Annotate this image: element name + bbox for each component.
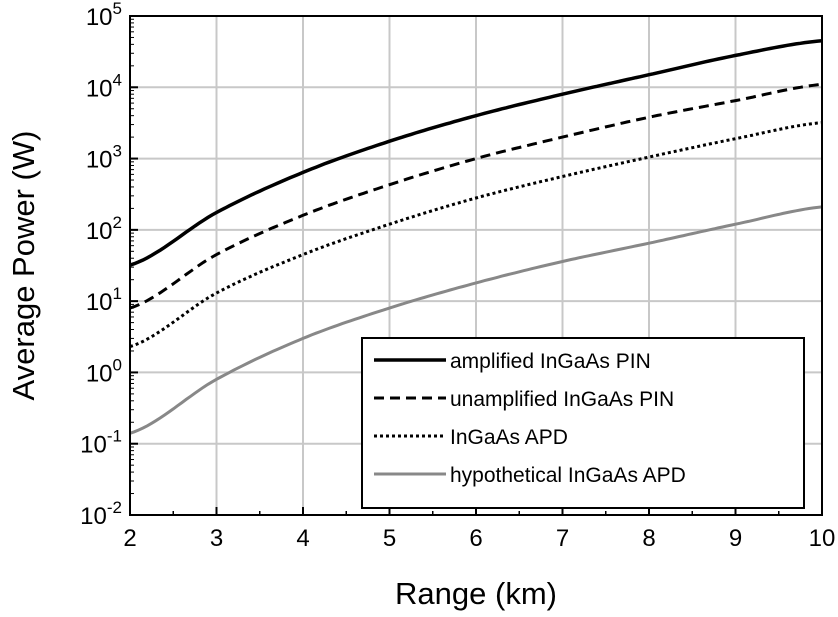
y-tick-label: 10-1 — [80, 427, 122, 459]
legend-entry-label: amplified InGaAs PIN — [450, 350, 651, 373]
y-tick-label: 10-2 — [80, 498, 122, 530]
y-tick-base: 10 — [86, 75, 113, 102]
y-tick-base: 10 — [80, 432, 107, 459]
y-tick-exponent: -2 — [107, 498, 122, 517]
x-tick-label: 6 — [469, 525, 482, 552]
y-tick-exponent: 2 — [113, 213, 122, 232]
x-tick-labels: 2 3 4 5 6 7 8 9 10 — [123, 525, 835, 552]
x-tick-label: 5 — [383, 525, 396, 552]
y-tick-label: 105 — [86, 0, 122, 31]
y-tick-label: 100 — [86, 355, 122, 387]
y-tick-base: 10 — [86, 360, 113, 387]
legend-box — [361, 337, 805, 509]
y-tick-label: 103 — [86, 142, 122, 174]
x-tick-label: 9 — [729, 525, 742, 552]
x-axis-title: Range (km) — [395, 576, 557, 611]
legend: amplified InGaAs PIN unamplified InGaAs P… — [361, 337, 805, 509]
legend-entry-label: unamplified InGaAs PIN — [450, 388, 674, 411]
y-tick-exponent: 5 — [113, 0, 122, 18]
x-tick-label: 3 — [210, 525, 223, 552]
y-tick-exponent: 4 — [113, 70, 122, 89]
x-tick-label: 2 — [123, 525, 136, 552]
x-tick-label: 10 — [809, 525, 836, 552]
series-line — [129, 205, 823, 435]
y-tick-label: 104 — [86, 70, 122, 102]
y-tick-base: 10 — [86, 218, 113, 245]
x-tick-label: 4 — [296, 525, 309, 552]
series-lines — [129, 38, 823, 435]
y-tick-label: 102 — [86, 213, 122, 245]
y-tick-exponent: 0 — [113, 355, 122, 374]
y-axis-title: Average Power (W) — [6, 131, 41, 401]
y-tick-exponent: 3 — [113, 142, 122, 161]
y-tick-base: 10 — [80, 503, 107, 530]
series-line — [129, 38, 823, 267]
x-tick-label: 8 — [642, 525, 655, 552]
y-tick-base: 10 — [86, 4, 113, 31]
legend-entry-label: hypothetical InGaAs APD — [450, 464, 686, 487]
series-line — [129, 82, 823, 310]
series-line — [129, 121, 823, 349]
y-tick-base: 10 — [86, 289, 113, 316]
y-tick-exponent: 1 — [113, 284, 122, 303]
y-tick-base: 10 — [86, 147, 113, 174]
y-tick-exponent: -1 — [107, 427, 122, 446]
x-tick-label: 7 — [556, 525, 569, 552]
y-tick-label: 101 — [86, 284, 122, 316]
legend-entry-label: InGaAs APD — [450, 426, 568, 449]
